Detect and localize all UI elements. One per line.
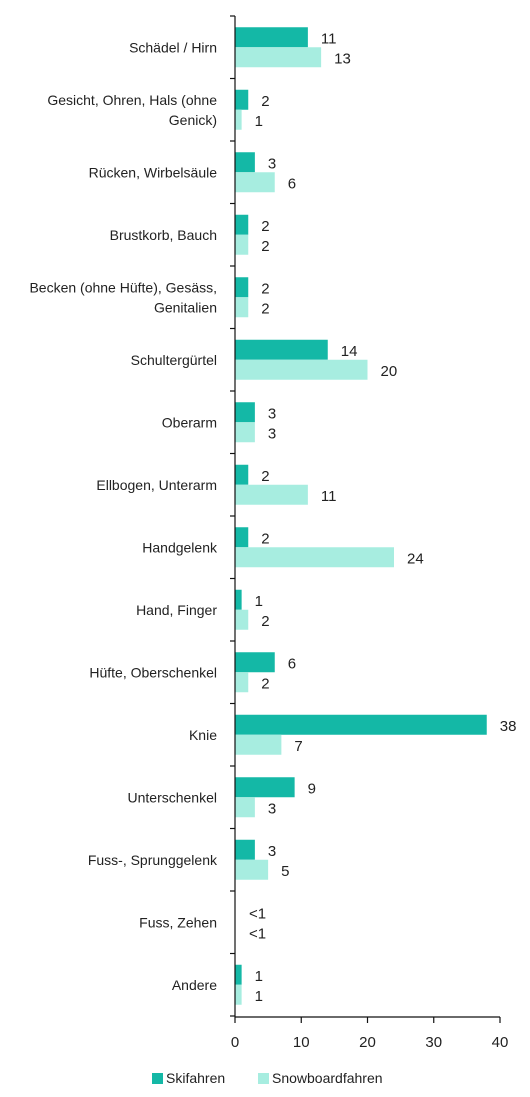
value-label-skifahren: 14 [341, 343, 358, 360]
value-label-snowboardfahren: 2 [261, 300, 269, 317]
bar-snowboardfahren [235, 672, 249, 693]
value-label-snowboardfahren: 2 [261, 238, 269, 255]
x-tick-label: 20 [359, 1034, 376, 1051]
bar-snowboardfahren [235, 547, 394, 568]
bar-skifahren [235, 464, 249, 485]
bar-snowboardfahren [235, 797, 255, 818]
value-label-snowboardfahren: 3 [268, 800, 276, 817]
bar-skifahren [235, 27, 308, 48]
category-label: Rücken, Wirbelsäule [89, 164, 218, 180]
value-label-skifahren: 2 [261, 530, 269, 547]
bar-skifahren [235, 277, 249, 298]
value-label-skifahren: 1 [255, 593, 263, 610]
category-label: Schultergürtel [131, 352, 217, 368]
category-label: Gesicht, Ohren, Hals (ohne Genick) [47, 92, 217, 128]
category-label: Oberarm [162, 414, 217, 430]
category-label: Schädel / Hirn [129, 39, 217, 55]
value-label-snowboardfahren: <1 [249, 925, 266, 942]
value-label-skifahren: 1 [255, 968, 263, 985]
value-label-snowboardfahren: 1 [255, 988, 263, 1005]
bar-snowboardfahren [235, 734, 282, 755]
bar-snowboardfahren [235, 609, 249, 630]
value-label-skifahren: 3 [268, 155, 276, 172]
bar-skifahren [235, 964, 242, 985]
value-label-skifahren: <1 [249, 905, 266, 922]
category-label: Unterschenkel [128, 789, 218, 805]
value-labels: 11132136222214203321122412623879335<1<11… [249, 30, 516, 1005]
value-label-skifahren: 2 [261, 468, 269, 485]
value-label-snowboardfahren: 6 [288, 175, 296, 192]
bar-skifahren [235, 527, 249, 548]
value-label-snowboardfahren: 3 [268, 425, 276, 442]
value-label-skifahren: 2 [261, 280, 269, 297]
category-labels: Schädel / Hirn Gesicht, Ohren, Hals (ohne… [29, 39, 218, 993]
value-label-skifahren: 2 [261, 218, 269, 235]
legend-label-skifahren: Skifahren [166, 1070, 225, 1086]
bar-snowboardfahren [235, 234, 249, 255]
value-label-skifahren: 38 [500, 718, 517, 735]
bar-skifahren [235, 714, 487, 735]
x-tick-label: 10 [293, 1034, 310, 1051]
bar-snowboardfahren [235, 172, 275, 193]
bar-snowboardfahren [235, 984, 242, 1005]
bar-snowboardfahren [235, 47, 322, 68]
x-tick-label: 0 [231, 1034, 239, 1051]
category-label: Handgelenk [142, 539, 218, 555]
value-label-snowboardfahren: 2 [261, 613, 269, 630]
x-axis-ticks: 0 10 20 30 40 [231, 1017, 509, 1051]
bar-snowboardfahren [235, 859, 269, 880]
value-label-snowboardfahren: 20 [381, 363, 398, 380]
bars-layer [235, 27, 487, 1005]
category-label: Becken (ohne Hüfte), Gesäss, Genitalien [29, 279, 217, 315]
category-label: Andere [172, 977, 217, 993]
category-label: Fuss-, Sprunggelenk [88, 852, 218, 868]
bar-skifahren [235, 839, 255, 860]
bar-snowboardfahren [235, 109, 242, 130]
value-label-snowboardfahren: 7 [294, 738, 302, 755]
value-label-skifahren: 6 [288, 655, 296, 672]
category-label: Hand, Finger [136, 602, 217, 618]
bar-snowboardfahren [235, 484, 308, 505]
bar-snowboardfahren [235, 422, 255, 443]
bar-skifahren [235, 214, 249, 235]
legend-label-snowboardfahren: Snowboardfahren [272, 1070, 383, 1086]
category-label: Hüfte, Oberschenkel [89, 664, 217, 680]
value-label-snowboardfahren: 13 [334, 50, 351, 67]
legend: Skifahren Snowboardfahren [152, 1070, 383, 1086]
bar-skifahren [235, 652, 275, 673]
category-label: Fuss, Zehen [139, 914, 217, 930]
value-label-snowboardfahren: 2 [261, 675, 269, 692]
x-tick-label: 30 [425, 1034, 442, 1051]
category-label: Ellbogen, Unterarm [96, 477, 217, 493]
bar-skifahren [235, 152, 255, 173]
value-label-skifahren: 9 [308, 780, 316, 797]
bar-skifahren [235, 89, 249, 110]
category-label: Knie [189, 727, 217, 743]
legend-swatch-skifahren [152, 1073, 163, 1084]
legend-swatch-snowboardfahren [258, 1073, 269, 1084]
value-label-snowboardfahren: 5 [281, 863, 289, 880]
bar-skifahren [235, 777, 295, 798]
bar-snowboardfahren [235, 297, 249, 318]
y-axis-ticks [230, 15, 235, 1017]
bar-snowboardfahren [235, 359, 368, 380]
x-tick-label: 40 [492, 1034, 509, 1051]
value-label-skifahren: 3 [268, 405, 276, 422]
category-label: Brustkorb, Bauch [110, 227, 217, 243]
value-label-snowboardfahren: 24 [407, 550, 424, 567]
value-label-skifahren: 11 [321, 30, 337, 47]
bar-skifahren [235, 589, 242, 610]
value-label-snowboardfahren: 1 [255, 113, 263, 130]
value-label-skifahren: 2 [261, 93, 269, 110]
value-label-skifahren: 3 [268, 843, 276, 860]
value-label-snowboardfahren: 11 [321, 488, 337, 505]
bar-skifahren [235, 339, 328, 360]
bar-skifahren [235, 402, 255, 423]
